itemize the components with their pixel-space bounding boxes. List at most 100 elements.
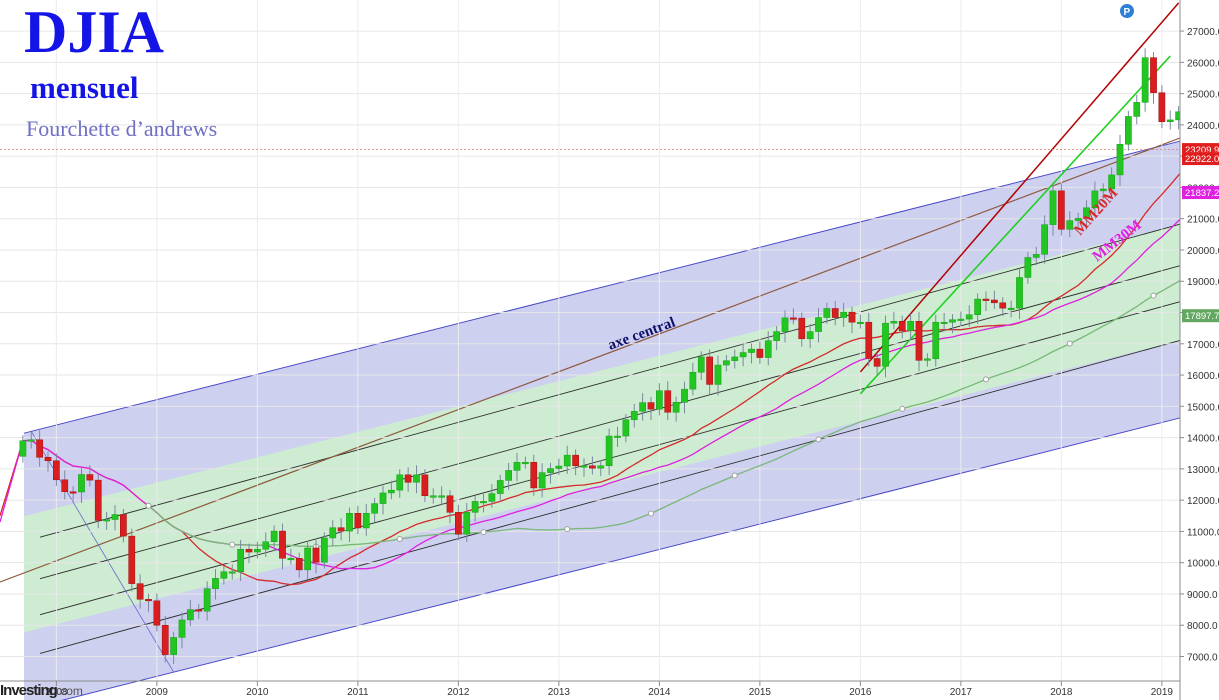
- bull-candle: [840, 311, 847, 318]
- bear-candle: [756, 348, 764, 358]
- price-tick-label: 20000.0: [1187, 246, 1219, 257]
- bull-candle: [957, 318, 965, 321]
- bull-candle: [748, 348, 755, 353]
- price-tick-label: 13000.0: [1187, 465, 1219, 476]
- bull-candle: [672, 402, 680, 413]
- price-tick-label: 17000.0: [1187, 340, 1219, 351]
- pattern-badge: [1120, 4, 1134, 18]
- bull-candle: [764, 340, 772, 358]
- bull-candle: [270, 530, 278, 542]
- bull-candle: [714, 364, 722, 385]
- bull-candle: [1074, 218, 1082, 221]
- time-tick-label: 2011: [347, 687, 369, 698]
- time-tick-label: 2016: [849, 687, 872, 698]
- ma-long-marker: [564, 526, 571, 533]
- chart-caption: Fourchette d’andrews: [26, 116, 218, 141]
- bear-candle: [337, 527, 345, 532]
- price-axis-background: [1180, 0, 1219, 700]
- bull-candle: [237, 548, 244, 573]
- bull-candle: [170, 637, 177, 655]
- andrews-fork-channels: [0, 137, 1181, 700]
- fork-lower-line: [61, 417, 1181, 700]
- price-tag-label: 23209.9: [1185, 145, 1219, 156]
- time-axis: 2008 2009 2010 2011 2012 2013 2014 2015 2016 2017…: [0, 680, 1180, 698]
- price-tick-label: 11000.0: [1187, 527, 1219, 538]
- bear-candle: [589, 465, 596, 469]
- bull-candle: [463, 512, 471, 535]
- ma-long-marker: [145, 502, 152, 509]
- bull-candle: [857, 321, 864, 324]
- bull-candle: [228, 571, 236, 574]
- bull-candle: [1066, 220, 1074, 230]
- bear-candle: [915, 321, 923, 361]
- time-tick-label: 2010: [246, 687, 269, 698]
- price-tick-label: 26000.0: [1187, 58, 1219, 69]
- bear-candle: [153, 600, 161, 626]
- bull-candle: [697, 356, 705, 373]
- bull-candle: [1049, 190, 1057, 225]
- indicator-lines: [0, 2, 1219, 586]
- bull-candle: [605, 435, 613, 466]
- bull-candle: [949, 319, 956, 323]
- bear-candle: [245, 548, 253, 553]
- bear-candle: [664, 390, 672, 413]
- bull-candle: [329, 527, 337, 539]
- bull-candle: [974, 298, 981, 315]
- bull-candle: [1133, 102, 1141, 117]
- bull-candle: [513, 462, 521, 471]
- bear-candle: [86, 474, 94, 481]
- bull-candle: [1099, 188, 1107, 192]
- bull-candle: [1083, 207, 1090, 219]
- bear-candle: [865, 321, 873, 359]
- bear-candle: [295, 558, 303, 571]
- bull-candle: [438, 495, 445, 498]
- bull-candle: [362, 513, 370, 529]
- bull-candle: [739, 352, 747, 358]
- bull-candle: [522, 462, 529, 465]
- bear-candle: [647, 402, 655, 410]
- fork-inner-line-3: [39, 340, 1181, 654]
- bear-candle: [446, 495, 454, 513]
- inner-fork-channel: [24, 224, 1180, 633]
- bear-candle: [798, 317, 806, 340]
- bull-candle: [773, 331, 780, 341]
- bull-candle: [1041, 224, 1048, 255]
- bull-candle: [496, 480, 504, 494]
- price-tick-label: 25000.0: [1187, 90, 1219, 101]
- bear-candle: [312, 547, 320, 563]
- bear-candle: [61, 479, 69, 492]
- ma-long-marker: [229, 541, 236, 548]
- bull-candle: [815, 317, 822, 332]
- bull-candle: [254, 548, 261, 553]
- bull-candle: [622, 419, 630, 437]
- bear-candle: [145, 599, 152, 602]
- price-tag-label: 22922.0: [1185, 154, 1219, 165]
- ma-long-marker: [731, 472, 738, 479]
- bear-candle: [195, 609, 203, 612]
- bear-candle: [1150, 57, 1157, 93]
- ma-long-marker: [815, 436, 822, 443]
- watermark-suffix: .com: [56, 684, 83, 698]
- price-tick-label: 16000.0: [1187, 371, 1219, 382]
- candles: [19, 40, 1219, 665]
- bull-candle: [178, 619, 186, 638]
- bull-candle: [689, 371, 697, 390]
- bull-candle: [781, 317, 789, 332]
- time-tick-label: 2014: [648, 687, 671, 698]
- price-tick-label: 14000.0: [1187, 434, 1219, 445]
- bear-candle: [161, 624, 169, 655]
- bull-candle: [1166, 119, 1174, 123]
- ma-long-marker: [648, 510, 654, 517]
- bull-candle: [103, 519, 110, 522]
- bear-candle: [848, 311, 856, 323]
- bull-candle: [681, 388, 688, 403]
- price-tick-label: 15000.0: [1187, 402, 1219, 413]
- bear-candle: [455, 512, 462, 535]
- price-tick-label: 24000.0: [1187, 121, 1219, 132]
- time-tick-label: 2013: [548, 687, 571, 698]
- time-tick-label: 2019: [1151, 687, 1174, 698]
- bull-candle: [304, 547, 311, 571]
- bear-candle: [790, 317, 797, 320]
- red-trend-line: [859, 2, 1180, 373]
- bear-candle: [136, 583, 144, 600]
